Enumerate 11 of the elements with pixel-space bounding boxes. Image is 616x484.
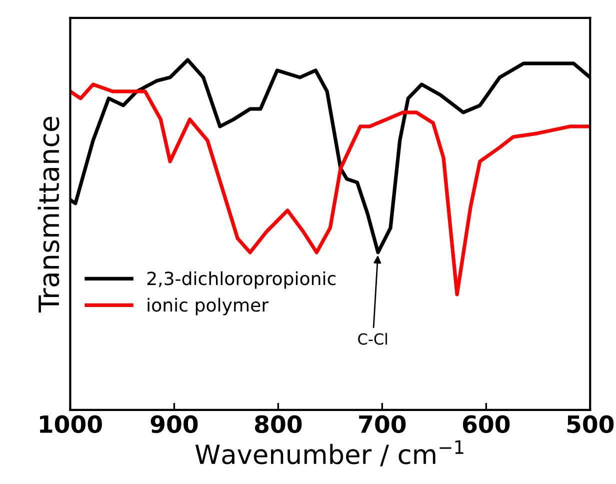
- x-tick-label: 500: [567, 415, 614, 434]
- legend-label: 2,3-dichloropropionic: [147, 271, 336, 289]
- x-tick-label: 1000: [40, 415, 102, 434]
- x-tick-label: 900: [150, 415, 198, 434]
- x-tick-label: 800: [254, 415, 302, 434]
- x-tick-label: 600: [462, 415, 510, 434]
- x-tick-label: 700: [359, 415, 406, 434]
- x-axis-title: Wavenumber / cm$^{−1}$: [195, 440, 464, 466]
- annotation: C-Cl: [358, 332, 387, 345]
- legend-label: ionic polymer: [148, 298, 269, 316]
- y-axis-title: Transmittance: [38, 116, 60, 312]
